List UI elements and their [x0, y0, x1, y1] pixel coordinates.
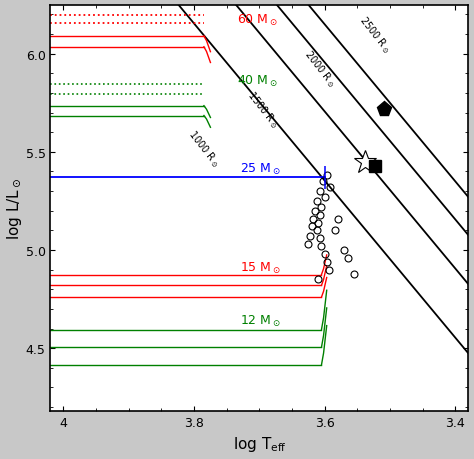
X-axis label: log T$_{\rm eff}$: log T$_{\rm eff}$ [233, 435, 286, 453]
Text: 2500 R$_\odot$: 2500 R$_\odot$ [356, 14, 394, 56]
Text: 25 M$_\odot$: 25 M$_\odot$ [240, 161, 281, 176]
Y-axis label: log L/L$_\odot$: log L/L$_\odot$ [6, 177, 24, 240]
Text: 60 M$_\odot$: 60 M$_\odot$ [237, 13, 278, 28]
Text: 2000 R$_\odot$: 2000 R$_\odot$ [301, 47, 338, 90]
Text: 1000 R$_\odot$: 1000 R$_\odot$ [185, 128, 223, 170]
Text: 40 M$_\odot$: 40 M$_\odot$ [237, 74, 278, 89]
Text: 15 M$_\odot$: 15 M$_\odot$ [240, 260, 281, 275]
Text: 12 M$_\odot$: 12 M$_\odot$ [240, 313, 281, 328]
Text: 1500 R$_\odot$: 1500 R$_\odot$ [244, 88, 282, 130]
